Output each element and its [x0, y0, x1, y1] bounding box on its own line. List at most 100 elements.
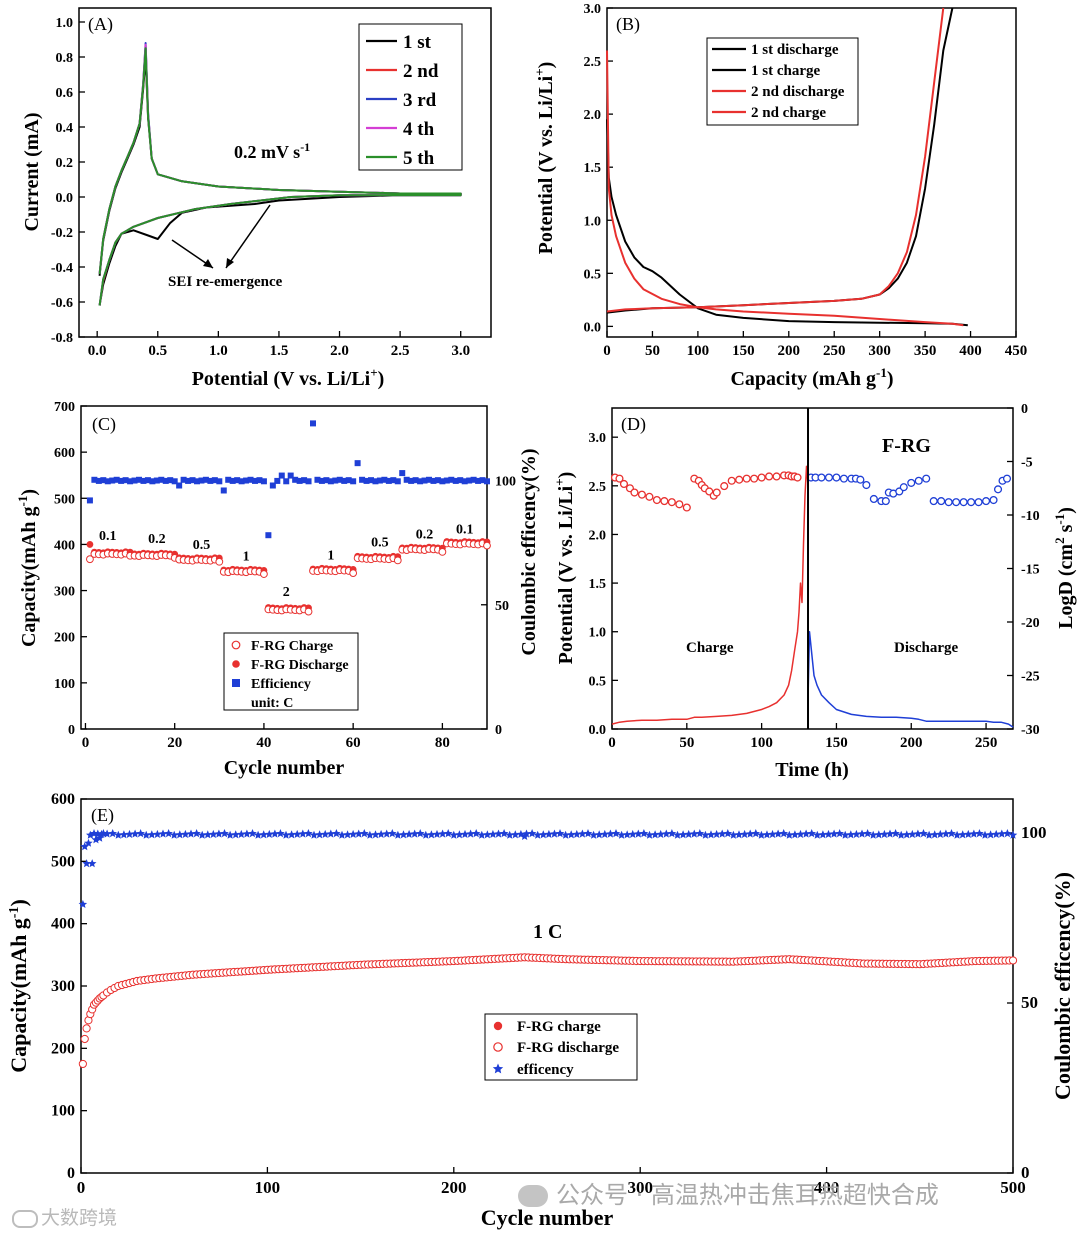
efficiency-point: [86, 497, 93, 504]
y-tick-label: 2.5: [584, 55, 602, 70]
y-tick-label: 1.0: [584, 214, 602, 229]
efficiency-point: [203, 830, 212, 839]
efficiency-point: [216, 478, 223, 485]
y-tick-label: 0.5: [584, 267, 602, 282]
efficiency-point: [572, 829, 582, 838]
watermark-left: 大数跨境: [12, 1203, 117, 1230]
efficiency-point: [952, 830, 962, 839]
efficiency-point: [813, 830, 822, 839]
efficiency-point: [91, 476, 98, 483]
charge-point: [393, 556, 402, 565]
efficiency-point: [164, 829, 173, 838]
charge-point: [304, 607, 313, 616]
efficiency-point: [296, 477, 303, 484]
efficiency-point: [410, 829, 419, 838]
efficiency-point: [785, 830, 794, 839]
legend-label: F-RG Discharge: [251, 658, 349, 673]
efficiency-point: [301, 477, 308, 484]
y-tick-label: 0: [68, 723, 75, 738]
efficiency-point: [1008, 830, 1018, 839]
efficiency-point: [376, 477, 383, 484]
y-tick-label: 3.0: [584, 2, 602, 17]
efficiency-point: [824, 829, 833, 838]
legend-label: 2 nd discharge: [751, 84, 845, 100]
efficiency-point: [706, 830, 716, 839]
efficiency-point: [841, 830, 850, 839]
panel-b-ticks: 0 50 100 150 200 250 300 350 400 450 0.0 0.5 1.0 1.5 2…: [584, 2, 1028, 359]
efficiency-point: [452, 477, 459, 484]
efficiency-point: [136, 829, 145, 838]
efficiency-point: [394, 478, 401, 485]
efficiency-point: [936, 829, 945, 838]
efficiency-point: [408, 477, 415, 484]
efficiency-point: [256, 477, 263, 484]
legend-efficiency-marker: [232, 679, 240, 687]
efficiency-point: [390, 477, 397, 484]
efficiency-point: [287, 830, 296, 839]
efficiency-point: [438, 829, 447, 838]
charge-logd-point: [645, 492, 654, 501]
legend-charge-marker: [493, 1021, 503, 1031]
legend-label: F-RG charge: [517, 1019, 601, 1035]
efficiency-point: [829, 829, 839, 838]
panel-b-ylabel: Potential (V vs. Li/Li+): [532, 62, 557, 255]
efficiency-point: [919, 829, 928, 838]
efficiency-point: [522, 829, 531, 838]
discharge-logd-point: [982, 497, 991, 506]
charge-logd-point: [652, 495, 661, 505]
rate-label: 0.2: [416, 527, 434, 542]
x-tick-label: 0: [603, 343, 611, 359]
efficiency-point: [229, 477, 236, 484]
efficiency-point: [1003, 829, 1012, 838]
y-tick-label: 500: [51, 853, 75, 870]
efficiency-point: [283, 478, 290, 485]
y-tick-label: -0.2: [51, 226, 73, 241]
efficiency-point: [337, 830, 347, 839]
y-tick-label: 300: [51, 978, 75, 995]
efficiency-point: [673, 830, 682, 839]
discharge-logd-point: [839, 474, 848, 483]
efficiency-point: [628, 829, 637, 838]
discharge-logd-point: [937, 497, 946, 506]
efficiency-point: [270, 829, 280, 838]
efficiency-point: [336, 476, 343, 483]
efficiency-point: [292, 829, 302, 838]
x-tick-label: 150: [732, 343, 755, 359]
efficiency-point: [779, 829, 788, 838]
charge-logd-point: [682, 503, 691, 512]
y-tick-label: 100: [51, 1103, 75, 1120]
efficiency-point: [260, 478, 267, 485]
efficiency-point: [95, 833, 104, 842]
efficiency-point: [494, 829, 503, 838]
efficiency-point: [348, 829, 358, 838]
efficiency-point: [136, 476, 142, 483]
sei-arrow-1-head: [203, 259, 213, 268]
charge-logd-point: [727, 476, 736, 485]
efficiency-point: [113, 476, 120, 483]
charge-point: [215, 557, 224, 566]
efficiency-point: [426, 476, 432, 483]
y-tick-label: 200: [51, 1040, 75, 1057]
x-tick-label: 20: [167, 735, 182, 751]
legend-label: Efficiency: [251, 677, 311, 692]
panel-a-frame: [78, 7, 492, 338]
efficiency-point: [896, 830, 906, 839]
efficiency-point: [527, 829, 537, 838]
panel-d-charge-label: Charge: [686, 640, 734, 656]
efficiency-point: [505, 830, 514, 839]
efficiency-point: [475, 477, 482, 484]
efficiency-point: [499, 829, 509, 838]
x-tick-label: 250: [975, 735, 998, 751]
efficiency-point: [662, 829, 671, 838]
x-tick-label: 3.0: [451, 343, 470, 359]
y2-tick-label: 0: [1021, 402, 1028, 417]
efficiency-point: [238, 478, 245, 485]
y2-tick-label: -15: [1021, 563, 1040, 578]
x-tick-label: 450: [1005, 343, 1028, 359]
y-tick-label: -0.6: [51, 296, 73, 311]
charge-logd-point: [660, 497, 669, 506]
rate-label: 0.1: [456, 522, 474, 537]
efficiency-point: [363, 477, 370, 484]
y2-tick-label: -10: [1021, 509, 1040, 524]
efficiency-point: [740, 829, 749, 838]
